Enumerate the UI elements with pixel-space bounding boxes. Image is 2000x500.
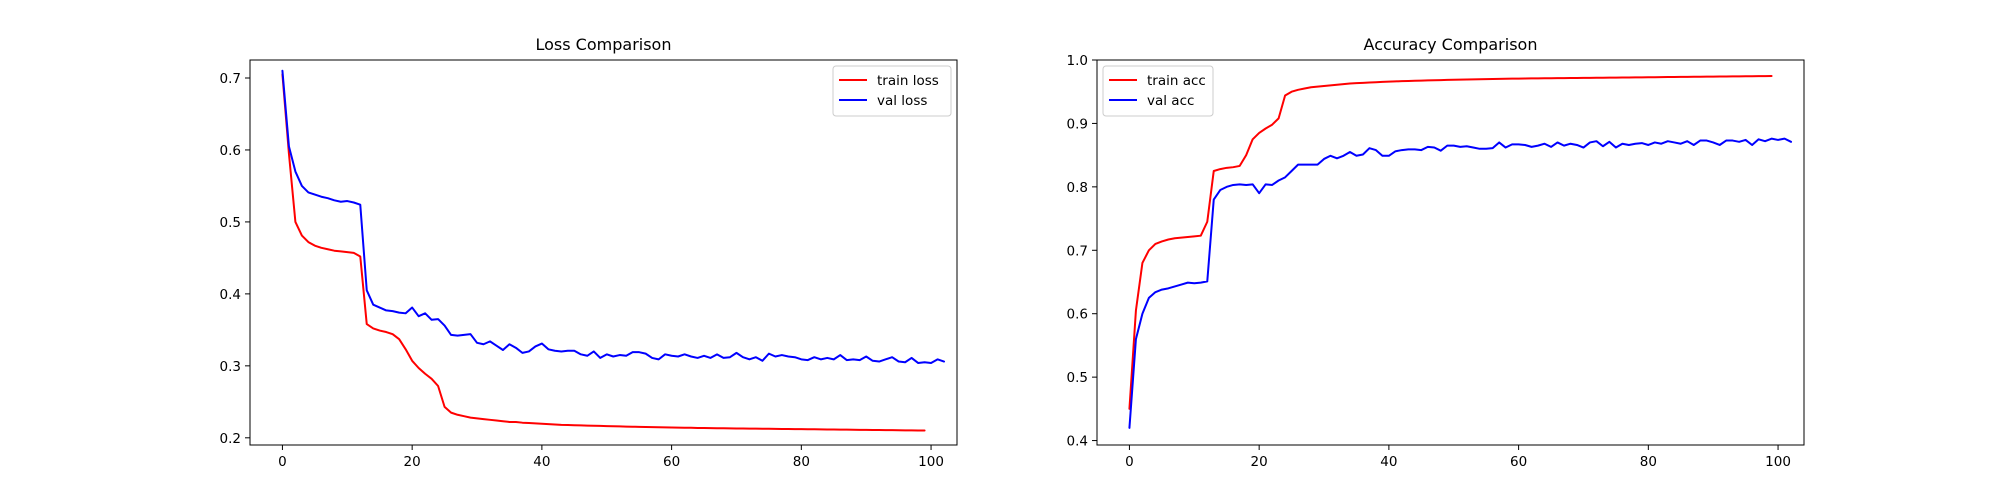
loss-y-tick-label: 0.5 <box>220 215 241 231</box>
accuracy-series-train-acc <box>1128 75 1773 410</box>
accuracy-y-tick-label: 0.9 <box>1067 116 1088 132</box>
loss-x-tick-label: 60 <box>663 454 680 470</box>
loss-y-tick-label: 0.4 <box>220 287 241 303</box>
accuracy-y-tick-label: 1.0 <box>1067 53 1088 69</box>
loss-y-tick-label: 0.6 <box>220 143 241 159</box>
accuracy-x-tick-label: 80 <box>1640 454 1657 470</box>
accuracy-y-tick-label: 0.8 <box>1067 180 1088 196</box>
loss-legend-box <box>832 65 952 117</box>
accuracy-x-tick-label: 20 <box>1251 454 1268 470</box>
accuracy-x-tick-label: 100 <box>1765 454 1791 470</box>
loss-plot-area <box>250 60 957 445</box>
loss-axes-frame <box>249 59 958 446</box>
loss-legend-label-train-loss: train loss <box>877 73 939 89</box>
loss-series-val-loss <box>281 69 946 364</box>
loss-x-tick-label: 0 <box>278 454 287 470</box>
accuracy-legend: train acc val acc <box>1102 65 1214 117</box>
loss-x-tick-label: 100 <box>918 454 944 470</box>
loss-x-tick-label: 40 <box>533 454 550 470</box>
loss-legend-label-val-loss: val loss <box>877 93 927 109</box>
accuracy-legend-label-val-acc: val acc <box>1147 93 1194 109</box>
accuracy-x-tick-label: 40 <box>1380 454 1397 470</box>
loss-series-train-loss <box>281 73 926 432</box>
accuracy-chart: 0 20 40 60 80 100 0.4 0.5 0.6 0.7 0.8 0.9 1.0 Accurac… <box>1067 35 1805 470</box>
accuracy-y-tick-label: 0.4 <box>1067 434 1088 450</box>
accuracy-y-tick-label: 0.6 <box>1067 307 1088 323</box>
loss-y-tick-label: 0.3 <box>220 359 241 375</box>
loss-y-tick-label: 0.2 <box>220 431 241 447</box>
accuracy-x-tick-label: 60 <box>1510 454 1527 470</box>
loss-chart-title: Loss Comparison <box>536 35 672 54</box>
accuracy-chart-title: Accuracy Comparison <box>1364 35 1538 54</box>
accuracy-y-tick-label: 0.5 <box>1067 370 1088 386</box>
loss-x-tick-label: 20 <box>404 454 421 470</box>
accuracy-legend-label-train-acc: train acc <box>1147 73 1206 89</box>
accuracy-y-tick-label: 0.7 <box>1067 243 1088 259</box>
accuracy-legend-box <box>1102 65 1214 117</box>
accuracy-series-val-acc <box>1128 137 1793 429</box>
loss-x-tick-label: 80 <box>793 454 810 470</box>
loss-chart: 0 20 40 60 80 100 0.2 0.3 0.4 0.5 0.6 0.7 Loss Compa… <box>220 35 958 470</box>
accuracy-plot-area <box>1097 60 1804 445</box>
accuracy-axes-frame <box>1096 59 1805 446</box>
loss-legend: train loss val loss <box>832 65 952 117</box>
loss-y-tick-label: 0.7 <box>220 71 241 87</box>
accuracy-x-tick-label: 0 <box>1125 454 1134 470</box>
